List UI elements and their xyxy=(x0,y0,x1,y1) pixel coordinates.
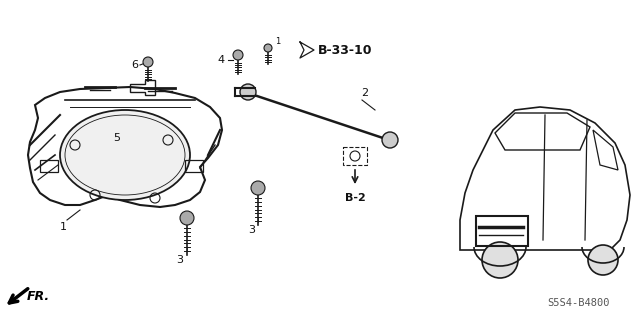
Polygon shape xyxy=(300,42,314,58)
Text: 3: 3 xyxy=(248,225,255,235)
Text: 3: 3 xyxy=(176,255,183,265)
Text: 2: 2 xyxy=(362,88,369,98)
Circle shape xyxy=(482,242,518,278)
Text: 4: 4 xyxy=(218,55,225,65)
Text: 1: 1 xyxy=(60,222,67,232)
Circle shape xyxy=(180,211,194,225)
Circle shape xyxy=(240,84,256,100)
Text: 1: 1 xyxy=(275,37,280,46)
Circle shape xyxy=(251,181,265,195)
Text: B-2: B-2 xyxy=(344,193,365,203)
Bar xyxy=(343,147,367,165)
Circle shape xyxy=(264,44,272,52)
Circle shape xyxy=(382,132,398,148)
Text: S5S4-B4800: S5S4-B4800 xyxy=(547,298,610,308)
Text: 6: 6 xyxy=(131,60,138,70)
Circle shape xyxy=(588,245,618,275)
Text: FR.: FR. xyxy=(27,291,50,303)
Ellipse shape xyxy=(60,110,190,200)
Text: B-33-10: B-33-10 xyxy=(318,44,372,57)
Text: 5: 5 xyxy=(113,133,120,143)
Circle shape xyxy=(233,50,243,60)
Circle shape xyxy=(143,57,153,67)
